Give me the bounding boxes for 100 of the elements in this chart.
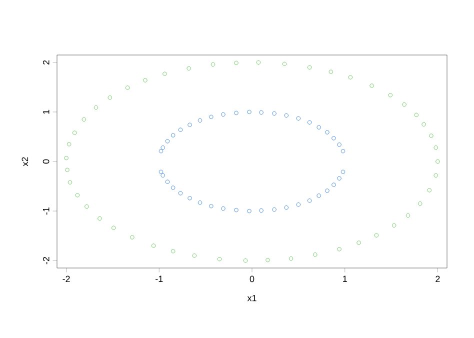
point — [178, 191, 183, 196]
point — [188, 196, 192, 200]
y-axis-title: x2 — [22, 157, 28, 166]
point — [165, 139, 170, 144]
point — [247, 110, 252, 114]
point — [209, 204, 214, 208]
point — [340, 148, 346, 154]
point — [160, 146, 165, 150]
point — [418, 201, 422, 206]
point — [337, 142, 342, 147]
x-tick-label: -1 — [156, 276, 163, 282]
y-tick-label: -2 — [42, 257, 50, 264]
point — [221, 112, 226, 117]
point — [170, 133, 176, 138]
y-tick-label: 0 — [42, 159, 50, 164]
x-tick-label: -2 — [62, 276, 70, 282]
point — [112, 226, 116, 230]
point — [192, 254, 197, 258]
point — [65, 168, 70, 172]
point — [332, 182, 336, 187]
point — [170, 186, 176, 190]
point — [266, 258, 270, 262]
point — [332, 136, 336, 140]
point — [422, 122, 426, 126]
point — [234, 208, 238, 212]
point — [316, 125, 321, 130]
point — [198, 118, 202, 123]
x-tick-label: 1 — [343, 276, 347, 282]
point — [188, 122, 192, 127]
point — [340, 170, 346, 174]
point — [259, 208, 264, 213]
point — [328, 70, 334, 74]
point — [414, 112, 418, 118]
point — [307, 65, 312, 70]
point — [125, 86, 130, 90]
point — [436, 159, 440, 164]
point — [272, 111, 276, 116]
point — [186, 66, 191, 70]
point — [325, 188, 330, 193]
point — [221, 206, 226, 211]
point — [247, 208, 252, 214]
point — [210, 62, 216, 67]
point — [406, 213, 410, 218]
point — [165, 180, 170, 184]
point — [158, 170, 164, 174]
point — [158, 148, 164, 154]
point — [66, 142, 72, 146]
point — [434, 146, 438, 150]
x-tick-label: 0 — [250, 276, 254, 282]
point — [64, 156, 68, 160]
point — [259, 110, 264, 115]
point — [162, 72, 167, 76]
point — [307, 198, 312, 203]
point — [84, 204, 89, 209]
point — [392, 223, 396, 228]
point — [348, 75, 353, 80]
point — [72, 130, 77, 135]
point — [316, 194, 321, 198]
point — [234, 60, 238, 66]
point — [374, 233, 379, 238]
point — [108, 95, 112, 100]
point — [256, 60, 261, 65]
point — [427, 188, 432, 192]
point — [288, 256, 294, 261]
point — [143, 78, 148, 82]
point — [209, 114, 214, 120]
point — [337, 247, 342, 252]
point — [82, 117, 86, 122]
point — [151, 244, 156, 248]
y-tick-label: 1 — [43, 110, 50, 114]
point — [356, 240, 361, 245]
point — [130, 235, 134, 240]
point — [282, 62, 287, 66]
point — [272, 207, 276, 212]
point — [429, 134, 434, 138]
point — [370, 84, 374, 88]
point — [325, 130, 330, 134]
point — [284, 205, 288, 210]
point — [98, 216, 102, 221]
x-tick-label: 2 — [436, 276, 440, 282]
y-tick-label: 2 — [42, 60, 50, 64]
point — [284, 113, 288, 118]
point — [296, 116, 301, 121]
point — [337, 176, 342, 180]
point — [198, 200, 202, 205]
point — [388, 93, 392, 98]
point — [243, 258, 248, 263]
point — [296, 202, 301, 207]
point — [94, 105, 98, 110]
point — [313, 252, 318, 257]
point — [217, 256, 222, 262]
point — [234, 110, 238, 116]
point — [402, 102, 406, 107]
point — [434, 173, 438, 178]
point — [68, 180, 72, 184]
point — [170, 249, 176, 254]
point — [160, 173, 165, 178]
x-axis-title: x1 — [247, 294, 256, 302]
point — [307, 120, 312, 124]
y-tick-label: -1 — [43, 207, 50, 215]
